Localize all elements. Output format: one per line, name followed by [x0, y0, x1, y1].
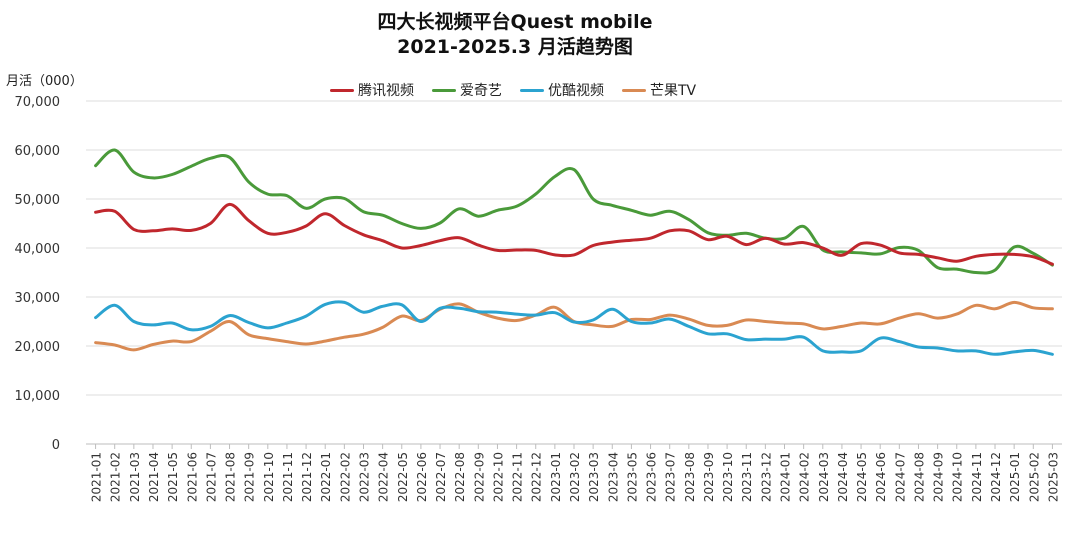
x-tick-label: 2024-02	[798, 452, 812, 502]
x-tick-label: 2022-09	[472, 452, 486, 502]
x-tick-label: 2023-05	[625, 452, 639, 502]
x-tick-label: 2022-03	[357, 452, 371, 502]
x-tick-label: 2021-10	[262, 452, 276, 502]
y-tick-label: 70,000	[15, 95, 61, 110]
x-tick-label: 2021-05	[166, 452, 180, 502]
x-tick-label: 2025-02	[1027, 452, 1041, 502]
x-tick-label: 2022-01	[319, 452, 333, 502]
x-tick-label: 2022-04	[377, 452, 391, 502]
series-line-youku	[94, 300, 1054, 356]
x-tick-label: 2022-10	[491, 452, 505, 502]
series-line-tencent	[94, 202, 1054, 266]
y-tick-label: 30,000	[15, 291, 61, 306]
x-tick-label: 2024-12	[989, 452, 1003, 502]
x-tick-label: 2023-11	[740, 452, 754, 502]
x-tick-label: 2021-07	[204, 452, 218, 502]
series-line-iqiyi	[94, 148, 1054, 275]
legend-item-mango: 芒果TV	[622, 80, 696, 100]
y-tick-label: 50,000	[15, 193, 61, 208]
legend-item-youku: 优酷视频	[520, 80, 604, 100]
x-tick-label: 2024-06	[874, 452, 888, 502]
x-tick-label: 2023-02	[568, 452, 582, 502]
x-tick-label: 2023-04	[606, 452, 620, 502]
x-tick-label: 2023-01	[549, 452, 563, 502]
series-line-mango	[94, 300, 1054, 352]
x-tick-label: 2024-04	[836, 452, 850, 502]
x-tick-label: 2022-06	[415, 452, 429, 502]
x-tick-label: 2021-09	[243, 452, 257, 502]
x-tick-label: 2022-08	[453, 452, 467, 502]
x-tick-label: 2023-06	[645, 452, 659, 502]
x-tick-label: 2023-09	[702, 452, 716, 502]
x-tick-label: 2021-12	[300, 452, 314, 502]
x-tick-label: 2021-06	[185, 452, 199, 502]
x-tick-label: 2023-12	[759, 452, 773, 502]
x-tick-label: 2023-08	[683, 452, 697, 502]
legend-swatch-iqiyi	[432, 88, 456, 92]
legend-label-iqiyi: 爱奇艺	[460, 83, 502, 99]
chart-title: 四大长视频平台Quest mobile 2021-2025.3 月活趋势图	[0, 10, 1030, 60]
legend-label-youku: 优酷视频	[548, 83, 604, 99]
x-tick-label: 2022-12	[530, 452, 544, 502]
x-tick-label: 2023-07	[664, 452, 678, 502]
x-tick-label: 2025-03	[1046, 452, 1060, 502]
y-axis-ticks: 0 10,000 20,000 30,000 40,000 50,000 60,000 70,…	[15, 95, 61, 453]
legend-swatch-tencent	[330, 88, 354, 92]
y-tick-label: 20,000	[15, 340, 61, 355]
x-tick-label: 2021-03	[128, 452, 142, 502]
gridlines	[86, 100, 1062, 445]
x-tick-label: 2024-07	[893, 452, 907, 502]
x-tick-label: 2024-05	[855, 452, 869, 502]
x-axis-ticks: 2021-01 2021-02 2021-03 2021-04 2021-05 2021-…	[90, 444, 1060, 502]
legend-label-mango: 芒果TV	[650, 83, 697, 99]
x-tick-label: 2024-10	[951, 452, 965, 502]
x-tick-label: 2021-11	[281, 452, 295, 502]
y-axis-label: 月活（000）	[6, 74, 83, 89]
y-tick-label: 40,000	[15, 242, 61, 257]
x-tick-label: 2025-01	[1008, 452, 1022, 502]
chart-title-line-2: 2021-2025.3 月活趋势图	[397, 36, 633, 58]
legend-swatch-mango	[622, 88, 646, 92]
legend-item-tencent: 腾讯视频	[330, 80, 414, 100]
x-tick-label: 2023-03	[587, 452, 601, 502]
x-tick-label: 2022-07	[434, 452, 448, 502]
x-tick-label: 2021-02	[109, 452, 123, 502]
x-tick-label: 2024-03	[817, 452, 831, 502]
x-tick-label: 2024-08	[912, 452, 926, 502]
legend: 腾讯视频 爱奇艺 优酷视频 芒果TV	[330, 80, 696, 100]
x-tick-label: 2021-08	[224, 452, 238, 502]
x-tick-label: 2024-11	[970, 452, 984, 502]
y-tick-label: 60,000	[15, 144, 61, 159]
y-tick-label: 10,000	[15, 389, 61, 404]
x-tick-label: 2022-02	[338, 452, 352, 502]
x-tick-label: 2024-01	[779, 452, 793, 502]
x-tick-label: 2023-10	[721, 452, 735, 502]
y-tick-label: 0	[52, 438, 60, 453]
x-tick-label: 2021-01	[90, 452, 104, 502]
x-tick-label: 2022-05	[396, 452, 410, 502]
legend-swatch-youku	[520, 88, 544, 92]
chart-title-line-1: 四大长视频平台Quest mobile	[377, 11, 653, 33]
x-tick-label: 2024-09	[932, 452, 946, 502]
x-tick-label: 2022-11	[511, 452, 525, 502]
legend-label-tencent: 腾讯视频	[358, 83, 414, 99]
legend-item-iqiyi: 爱奇艺	[432, 80, 502, 100]
x-tick-label: 2021-04	[147, 452, 161, 502]
series-lines	[94, 148, 1054, 356]
